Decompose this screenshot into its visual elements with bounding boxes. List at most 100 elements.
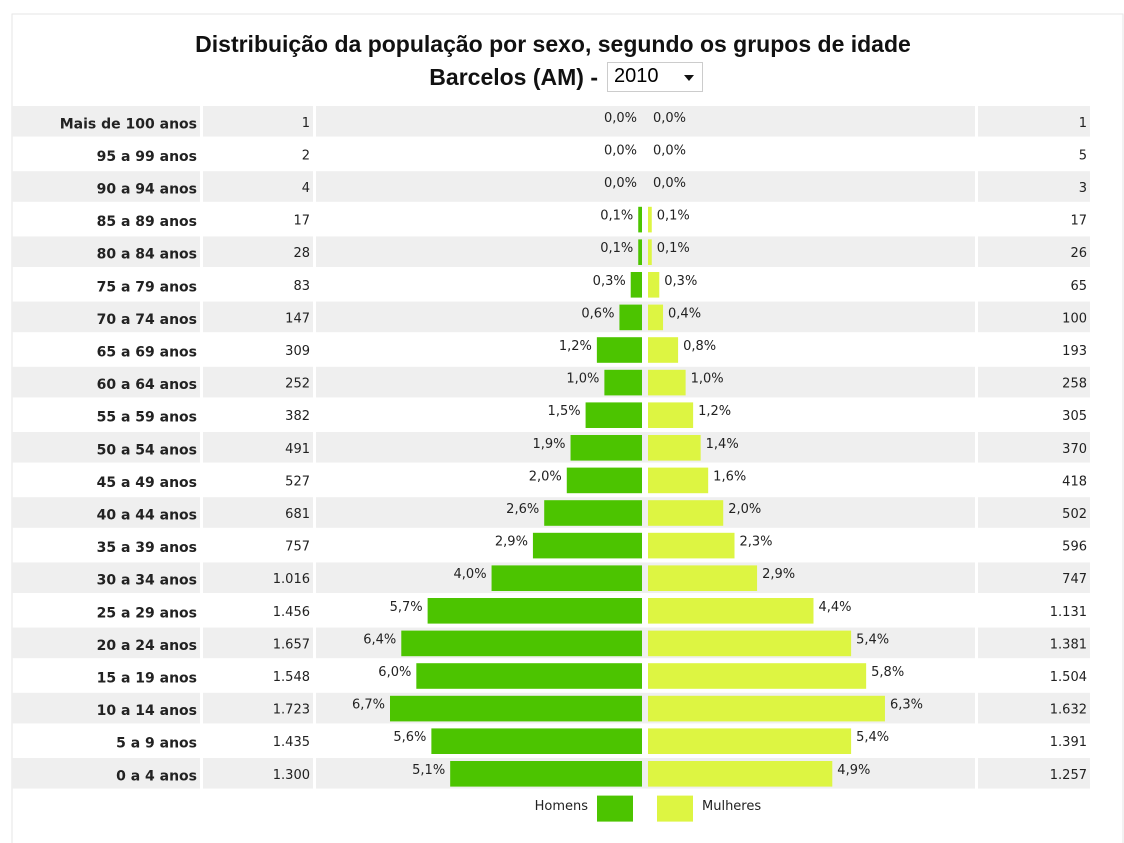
- count-label: 1.657: [273, 637, 310, 652]
- count-label: 747: [1062, 572, 1087, 587]
- row-stripe: [316, 562, 975, 593]
- row-stripe: [316, 758, 975, 789]
- row-stripe: [316, 497, 975, 528]
- year-select[interactable]: 2010: [607, 62, 703, 92]
- row-stripe: [203, 758, 313, 789]
- bar: [648, 728, 852, 754]
- bar: [638, 206, 642, 233]
- bar: [427, 598, 642, 624]
- count-label: 83: [293, 279, 310, 294]
- count-label: 1.456: [273, 605, 310, 620]
- row-stripe: [978, 106, 1090, 137]
- bar: [585, 402, 642, 428]
- count-label: 382: [285, 409, 310, 424]
- percent-label: 0,0%: [604, 176, 637, 191]
- row-stripe: [203, 692, 313, 724]
- percent-label: 6,4%: [363, 632, 396, 647]
- legend-swatch: [597, 795, 633, 822]
- percent-label: 0,0%: [604, 143, 637, 158]
- age-label: 25 a 29 anos: [97, 605, 197, 621]
- row-stripe: [12, 366, 200, 398]
- count-label: 305: [1062, 409, 1087, 424]
- count-label: 1.131: [1050, 605, 1087, 620]
- row-stripe: [12, 627, 200, 659]
- percent-label: 2,3%: [740, 535, 773, 550]
- count-label: 418: [1062, 474, 1087, 489]
- bar: [570, 435, 642, 461]
- count-label: 1.723: [273, 703, 310, 718]
- row-stripe: [978, 432, 1090, 463]
- percent-label: 0,4%: [668, 306, 701, 321]
- count-label: 1.391: [1050, 735, 1087, 750]
- bar: [648, 467, 709, 494]
- percent-label: 5,4%: [856, 730, 889, 745]
- row-stripe: [12, 497, 200, 528]
- row-stripe: [12, 432, 200, 463]
- age-label: 30 a 34 anos: [97, 573, 197, 589]
- percent-label: 0,1%: [657, 241, 690, 256]
- count-label: 1: [302, 116, 310, 131]
- count-label: 370: [1062, 442, 1087, 457]
- bar: [401, 630, 642, 657]
- bar: [648, 272, 660, 298]
- percent-label: 1,0%: [566, 372, 599, 387]
- percent-label: 0,1%: [600, 209, 633, 224]
- percent-label: 2,9%: [495, 535, 528, 550]
- count-label: 491: [285, 442, 310, 457]
- bar: [648, 369, 686, 396]
- bar: [491, 565, 642, 591]
- percent-label: 0,3%: [664, 274, 697, 289]
- percent-label: 0,8%: [683, 339, 716, 354]
- percent-label: 4,9%: [837, 763, 870, 778]
- row-stripe: [203, 366, 313, 398]
- row-stripe: [978, 562, 1090, 593]
- percent-label: 0,0%: [653, 143, 686, 158]
- row-stripe: [12, 562, 200, 593]
- chart-subtitle: Barcelos (AM) -: [429, 64, 598, 90]
- bar: [638, 239, 642, 265]
- age-label: 80 a 84 anos: [97, 247, 197, 263]
- row-stripe: [316, 366, 975, 398]
- percent-label: 1,5%: [548, 404, 581, 419]
- count-label: 65: [1070, 279, 1087, 294]
- row-stripe: [978, 758, 1090, 789]
- count-label: 252: [285, 377, 310, 392]
- count-label: 1.435: [273, 735, 310, 750]
- age-label: 45 a 49 anos: [97, 475, 197, 491]
- bar: [648, 500, 724, 526]
- percent-label: 4,4%: [818, 600, 851, 615]
- count-label: 258: [1062, 377, 1087, 392]
- age-label: 85 a 89 anos: [97, 214, 197, 230]
- percent-label: 2,0%: [529, 469, 562, 484]
- bar: [648, 206, 652, 233]
- legend-label: Homens: [535, 799, 589, 814]
- percent-label: 0,0%: [653, 111, 686, 126]
- count-label: 1.548: [273, 670, 310, 685]
- count-label: 4: [302, 181, 310, 196]
- age-label: 60 a 64 anos: [97, 377, 197, 393]
- percent-label: 0,1%: [600, 241, 633, 256]
- count-label: 1.632: [1050, 703, 1087, 718]
- percent-label: 5,1%: [412, 763, 445, 778]
- bar: [431, 728, 642, 754]
- age-label: 20 a 24 anos: [97, 638, 197, 654]
- count-label: 596: [1062, 540, 1087, 555]
- bar: [596, 337, 642, 363]
- row-stripe: [203, 236, 313, 267]
- count-label: 3: [1079, 181, 1087, 196]
- row-stripe: [203, 497, 313, 528]
- count-label: 1.300: [273, 768, 310, 783]
- count-label: 5: [1079, 148, 1087, 163]
- count-label: 2: [302, 148, 310, 163]
- percent-label: 0,0%: [604, 111, 637, 126]
- bar: [450, 761, 642, 787]
- percent-label: 1,6%: [713, 469, 746, 484]
- bar: [648, 663, 867, 689]
- bar: [648, 337, 679, 363]
- percent-label: 2,0%: [728, 502, 761, 517]
- percent-label: 1,0%: [691, 372, 724, 387]
- age-label: 5 a 9 anos: [116, 736, 197, 752]
- age-label: 65 a 69 anos: [97, 345, 197, 361]
- bar: [544, 500, 642, 526]
